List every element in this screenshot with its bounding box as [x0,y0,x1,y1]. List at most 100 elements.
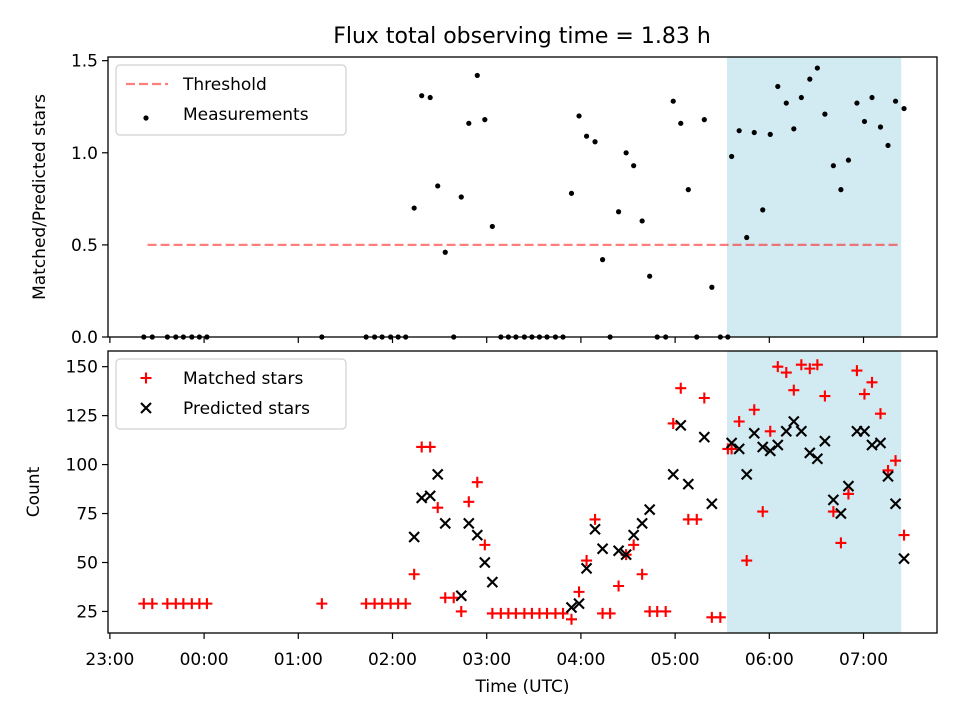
matched-star-point [842,488,854,500]
y-tick-label: 0.5 [71,236,98,256]
predicted-star-point [682,478,695,490]
predicted-star-point [866,439,878,451]
predicted-star-point [882,470,894,483]
matched-star-point [448,592,460,604]
y-axis-label: Matched/Predicted stars [30,94,50,300]
matched-star-point [573,586,585,598]
matched-star-point [691,513,703,525]
top-panel: 0.0 0.5 1.0 1.5 Matched/Predicted stars Thres… [30,52,938,348]
matched-star-point [557,607,569,619]
predicted-star-point [811,452,824,465]
measurement-point [736,128,742,134]
matched-star-point [882,464,894,476]
predicted-star-point [486,576,499,588]
matched-star-point [675,382,687,394]
y-tick-label: 125 [66,407,98,427]
measurement-point [783,100,789,106]
matched-star-point [455,605,467,617]
measurement-point [729,153,735,160]
predicted-star-point [463,517,475,530]
y-tick-label: 0.0 [71,328,98,348]
predicted-star-point [408,531,420,543]
predicted-star-point [596,543,609,555]
matched-star-point [733,416,745,427]
legend-measurement-swatch [143,115,149,121]
predicted-star-point [819,435,831,447]
legend-box [115,358,347,430]
measurement-point [854,100,860,106]
x-tick-label: 07:00 [839,650,888,670]
measurement-point [830,163,836,169]
matched-star-point [788,384,800,396]
predicted-star-point [748,427,760,439]
measurement-point [623,150,629,156]
predicted-star-point [706,498,718,510]
measurement-point [442,249,448,255]
measurement-point [568,190,575,196]
measurement-point [861,118,868,125]
matched-star-point [866,376,878,388]
predicted-star-point [780,425,793,438]
measurement-point [458,194,464,200]
measurement-point [427,94,433,101]
predicted-star-point [795,425,808,438]
matched-star-point [581,555,593,567]
predicted-star-point [573,597,585,610]
measurement-point [892,98,899,104]
matched-star-point [479,539,491,551]
measurement-point [678,120,684,126]
legend-label: Matched stars [183,369,303,389]
predicted-star-point [415,492,428,504]
predicted-star-point [479,556,491,569]
measurement-point [901,105,907,112]
x-tick-label: 03:00 [462,650,511,670]
measurement-point [647,273,653,279]
matched-star-point [424,441,436,453]
axes-frame [107,350,938,634]
predicted-star-point [612,545,625,557]
figure-title: Flux total observing time = 1.83 h [333,24,711,49]
measurement-point [599,257,606,263]
measurement-point [701,117,707,123]
matched-star-point [698,392,710,404]
predicted-star-point [858,425,871,438]
x-tick-label: 02:00 [368,650,417,670]
matched-star-point [748,404,760,416]
predicted-star-point [471,529,484,541]
measurement-point [466,120,472,126]
matched-star-point [827,506,839,518]
measurement-point [419,93,425,99]
measurement-point [709,284,715,290]
matched-star-point [811,359,823,371]
predicted-star-point [439,517,451,530]
predicted-star-point [455,590,468,602]
x-tick-label: 00:00 [180,650,229,670]
measurement-point [482,117,488,123]
y-tick-label: 100 [66,456,98,476]
matched-star-point [316,598,328,610]
matched-star-point [851,365,863,377]
matched-star-point [819,390,831,402]
y-tick-label: 50 [76,554,98,574]
predicted-star-point [788,415,800,428]
matched-star-point [898,529,910,541]
matched-star-point [660,605,672,617]
measurement-point [775,83,781,90]
predicted-star-point [827,494,840,506]
matched-star-point [613,580,625,592]
matched-star-point [757,506,769,518]
predicted-star-point [772,439,784,451]
legend-label: Threshold [182,75,267,95]
predicted-star-point [636,517,648,530]
predicted-star-point [835,507,847,520]
measurement-point [767,131,773,137]
predicted-star-point [424,490,436,502]
predicted-star-point [874,437,887,449]
matched-star-point [471,476,483,488]
measurement-point [685,187,691,193]
matched-star-point [628,539,640,551]
measurement-point [631,163,637,169]
x-tick-label: 04:00 [556,650,605,670]
matched-star-point [604,607,616,619]
matched-star-point [201,598,213,610]
